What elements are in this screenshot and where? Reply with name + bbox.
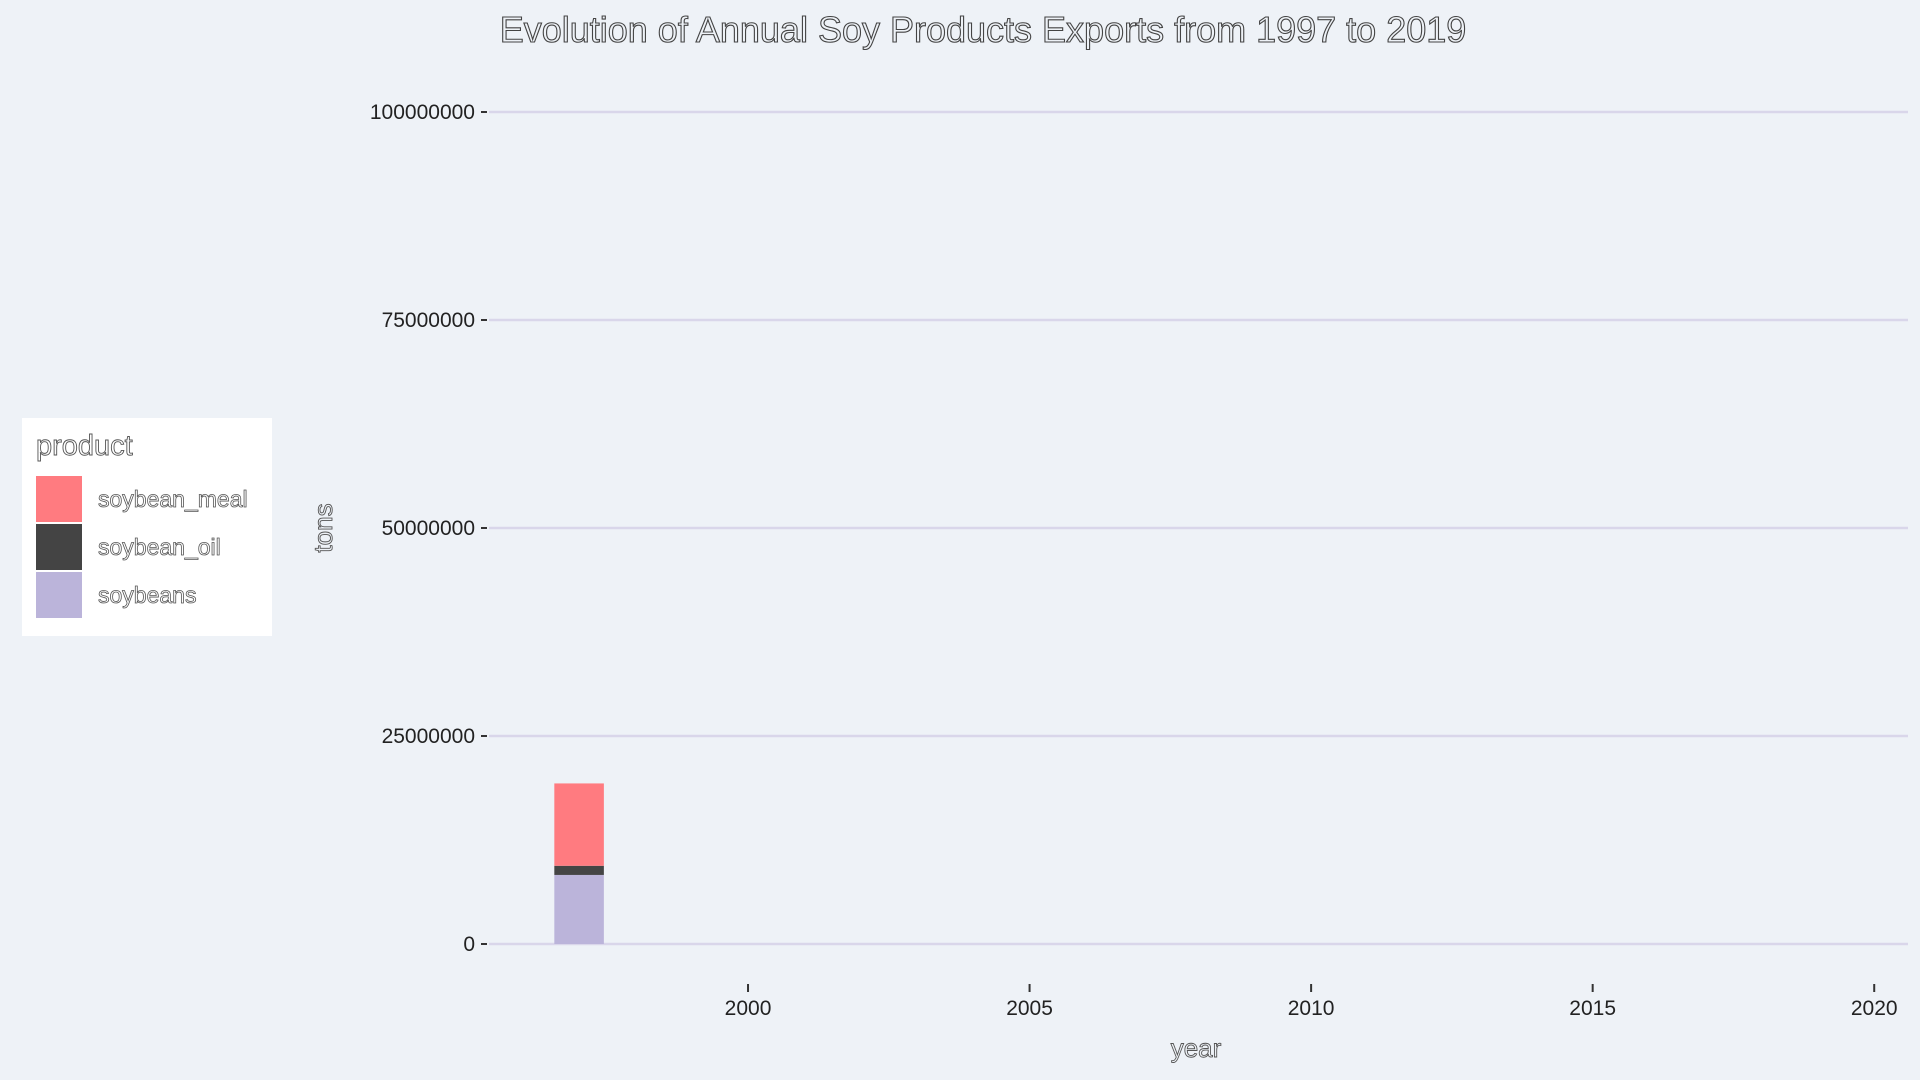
bar-soybeans-1997[interactable]	[554, 874, 604, 944]
legend-label-soybeans: soybeans	[98, 582, 197, 609]
y-axis: 0 25000000 50000000 75000000 100000000	[370, 101, 487, 956]
x-tick-label: 2010	[1288, 997, 1335, 1020]
legend-item-soybean-oil[interactable]: soybean_oil	[36, 524, 266, 572]
y-tick-label: 100000000	[370, 101, 475, 124]
bar-soybean-oil-1997[interactable]	[554, 865, 604, 875]
y-tick-label: 25000000	[382, 725, 475, 748]
legend-title: product	[36, 430, 134, 463]
legend: product soybean_meal soybean_oil soybean…	[22, 418, 272, 636]
bar-soybean-meal-1997[interactable]	[554, 783, 604, 866]
legend-swatch-soybean-meal	[36, 476, 82, 522]
y-axis-title: tons	[308, 503, 338, 552]
x-tick-label: 2005	[1006, 997, 1053, 1020]
grid-lines	[489, 110, 1908, 946]
y-tick-label: 0	[463, 933, 475, 956]
legend-item-soybean-meal[interactable]: soybean_meal	[36, 476, 266, 524]
bars	[554, 783, 604, 944]
x-axis-title: year	[1171, 1033, 1222, 1063]
legend-label-soybean-oil: soybean_oil	[98, 534, 222, 561]
legend-item-soybeans[interactable]: soybeans	[36, 572, 266, 620]
x-tick-label: 2015	[1569, 997, 1616, 1020]
legend-swatch-soybeans	[36, 572, 82, 618]
legend-swatch-soybean-oil	[36, 524, 82, 570]
chart-title: Evolution of Annual Soy Products Exports…	[500, 9, 1467, 50]
y-tick-label: 50000000	[382, 517, 475, 540]
legend-label-soybean-meal: soybean_meal	[98, 486, 248, 513]
x-axis: 2000 2005 2010 2015 2020	[725, 984, 1898, 1020]
x-tick-label: 2020	[1851, 997, 1898, 1020]
x-tick-label: 2000	[725, 997, 772, 1020]
y-tick-label: 75000000	[382, 309, 475, 332]
